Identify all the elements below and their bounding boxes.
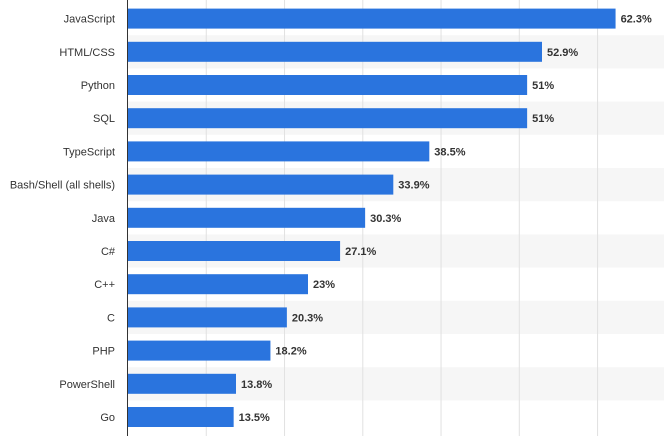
category-label: PowerShell — [59, 379, 115, 391]
category-label: SQL — [93, 113, 115, 125]
data-label: 51% — [532, 80, 554, 92]
data-label: 52.9% — [547, 47, 578, 59]
bar[interactable] — [128, 174, 394, 195]
category-label: C++ — [94, 279, 115, 291]
bar[interactable] — [128, 274, 308, 295]
category-label: C# — [101, 246, 116, 258]
data-label: 30.3% — [370, 213, 401, 225]
value-labels: 62.3% 52.9% 51% 51% 38.5% 33.9% 30.3% 27.1% 23% 2… — [239, 14, 652, 424]
category-label: HTML/CSS — [59, 47, 115, 59]
bar[interactable] — [128, 108, 528, 129]
category-label: PHP — [92, 346, 115, 358]
bar[interactable] — [128, 207, 366, 228]
category-label: TypeScript — [63, 146, 115, 158]
category-label: JavaScript — [64, 14, 115, 26]
bar[interactable] — [128, 141, 430, 162]
bar[interactable] — [128, 41, 542, 62]
bar[interactable] — [128, 75, 528, 95]
bars — [128, 8, 616, 427]
data-label: 18.2% — [275, 346, 306, 358]
category-label: Go — [100, 412, 115, 424]
category-label: Python — [81, 80, 115, 92]
data-label: 51% — [532, 113, 554, 125]
data-label: 13.8% — [241, 379, 272, 391]
category-labels: JavaScript HTML/CSS Python SQL TypeScript Bas… — [10, 14, 116, 424]
bar[interactable] — [128, 407, 234, 427]
data-label: 33.9% — [398, 180, 429, 192]
category-label: Java — [92, 213, 116, 225]
bar[interactable] — [128, 340, 271, 361]
data-label: 23% — [313, 279, 335, 291]
data-label: 27.1% — [345, 246, 376, 258]
category-label: Bash/Shell (all shells) — [10, 180, 115, 192]
bar[interactable] — [128, 241, 341, 261]
data-label: 20.3% — [292, 312, 323, 324]
data-label: 62.3% — [621, 14, 652, 26]
data-label: 38.5% — [434, 146, 465, 158]
bar[interactable] — [128, 8, 616, 29]
category-label: C — [107, 312, 115, 324]
data-label: 13.5% — [239, 412, 270, 424]
bar[interactable] — [128, 307, 287, 328]
bar[interactable] — [128, 373, 236, 394]
